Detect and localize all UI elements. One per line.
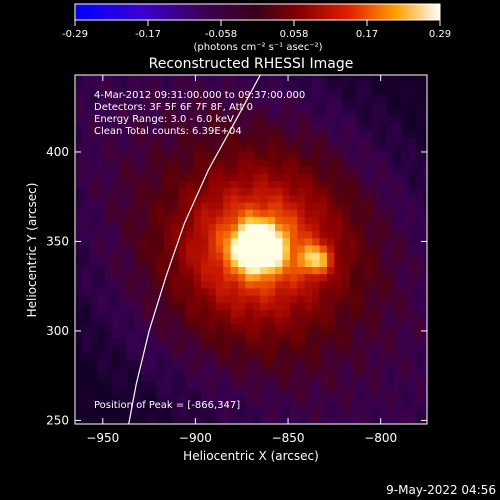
x-tick-label: −900 — [179, 431, 212, 445]
info-line: Detectors: 3F 5F 6F 7F 8F, Att 0 — [94, 102, 253, 113]
info-line: Energy Range: 3.0 - 6.0 keV — [94, 114, 234, 125]
plot-frame — [74, 74, 428, 425]
x-tick-label: −850 — [272, 431, 305, 445]
x-axis-label: Heliocentric X (arcsec) — [183, 449, 319, 463]
chart-title: Reconstructed RHESSI Image — [149, 56, 354, 72]
colorbar-tick-label: -0.17 — [135, 29, 161, 40]
peak-position-label: Position of Peak = [-866,347] — [94, 400, 240, 411]
info-line: 4-Mar-2012 09:31:00.000 to 09:37:00.000 — [94, 90, 305, 101]
colorbar-tick-label: 0.17 — [356, 29, 378, 40]
observation-info: 4-Mar-2012 09:31:00.000 to 09:37:00.000D… — [94, 90, 305, 137]
x-axis-ticks: −950 −900 −850 −800 — [86, 75, 397, 445]
footer-timestamp: 9-May-2022 04:56 — [386, 483, 496, 497]
solar-limb-line — [128, 75, 261, 424]
colorbar-unit-label: (photons cm⁻² s⁻¹ asec⁻²) — [193, 42, 322, 53]
info-line: Clean Total counts: 6.39E+04 — [94, 126, 242, 137]
colorbar-tick-label: -0.058 — [205, 29, 237, 40]
y-tick-label: 400 — [46, 145, 69, 159]
colorbar — [74, 3, 441, 21]
colorbar-ticks: -0.29 -0.17 -0.058 0.058 0.17 0.29 — [62, 20, 451, 40]
y-tick-label: 300 — [46, 324, 69, 338]
y-axis-label: Heliocentric Y (arcsec) — [25, 183, 39, 318]
colorbar-tick-label: 0.29 — [429, 29, 451, 40]
colorbar-tick-label: -0.29 — [62, 29, 88, 40]
heatmap-image — [75, 75, 427, 424]
colorbar-tick-label: 0.058 — [280, 29, 309, 40]
y-tick-label: 250 — [46, 413, 69, 427]
x-tick-label: −800 — [364, 431, 397, 445]
y-tick-label: 350 — [46, 234, 69, 248]
y-axis-ticks: 250 300 350 400 — [46, 145, 427, 427]
x-tick-label: −950 — [86, 431, 119, 445]
